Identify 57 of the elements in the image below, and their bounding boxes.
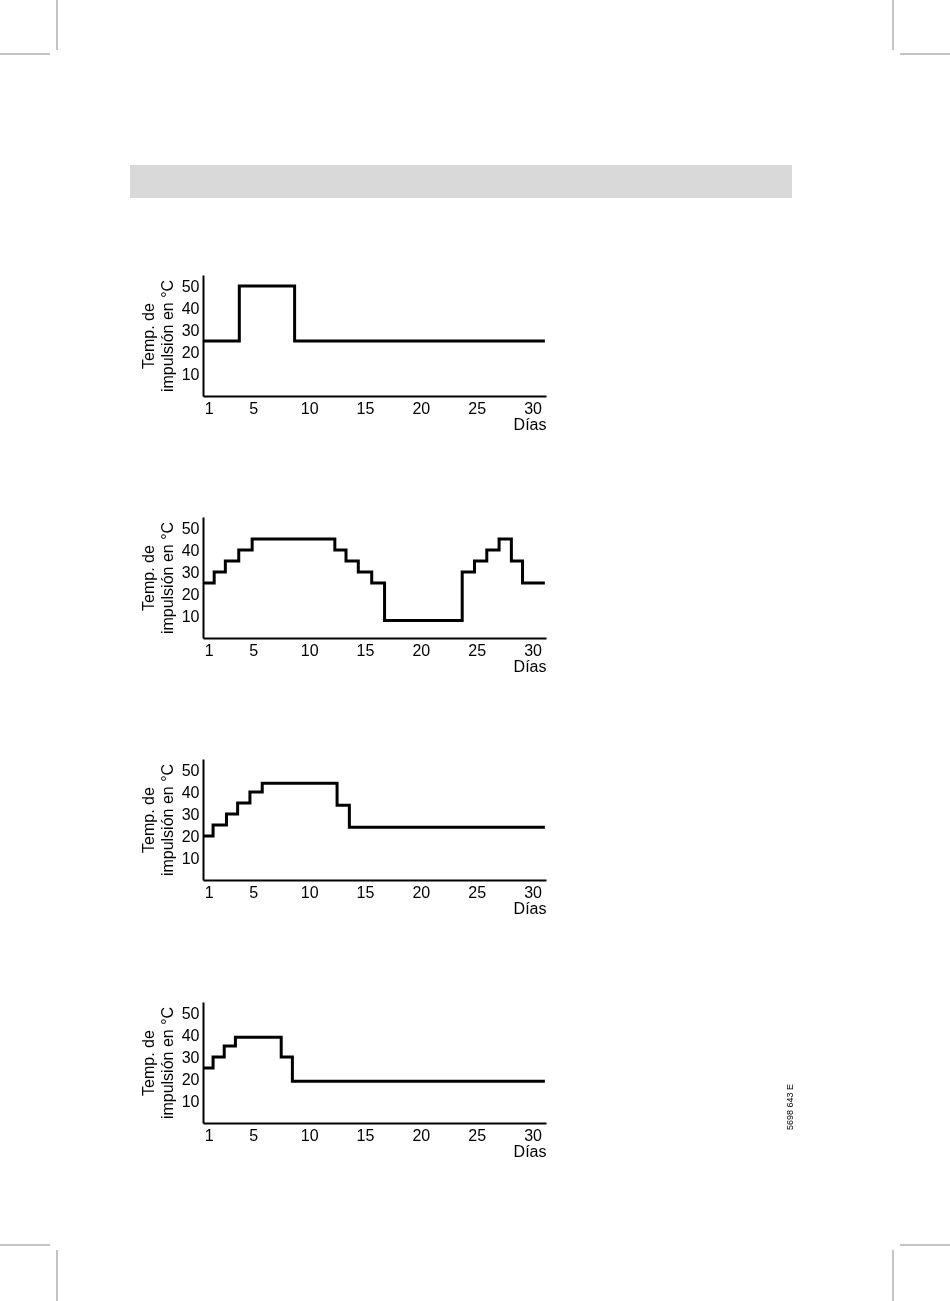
- y-tick-label: 40: [181, 299, 200, 317]
- x-tick-label: 15: [356, 399, 375, 417]
- x-tick-label: 30: [524, 1126, 543, 1144]
- y-tick-label: 40: [181, 783, 200, 801]
- x-tick-label: 15: [356, 641, 375, 659]
- y-tick-label: 30: [181, 321, 200, 339]
- x-tick-label: 20: [412, 883, 431, 901]
- y-axis-title: Temp. de impulsión en °C: [139, 279, 176, 393]
- x-axis-title: Días: [513, 415, 547, 433]
- x-tick-label: 1: [204, 641, 214, 659]
- y-tick-label: 30: [181, 805, 200, 823]
- x-tick-label: 15: [356, 1126, 375, 1144]
- x-tick-label: 25: [468, 883, 487, 901]
- y-tick-label: 50: [181, 761, 200, 779]
- x-axis-title: Días: [513, 1142, 547, 1160]
- y-tick-label: 20: [181, 585, 200, 603]
- y-axis-title: Temp. de impulsión en °C: [139, 763, 176, 877]
- y-tick-label: 40: [181, 1026, 200, 1044]
- x-axis-title: Días: [513, 657, 547, 675]
- x-tick-label: 30: [524, 883, 543, 901]
- x-tick-label: 5: [249, 883, 259, 901]
- x-tick-label: 1: [204, 883, 214, 901]
- x-tick-label: 10: [300, 1126, 319, 1144]
- x-tick-label: 30: [524, 399, 543, 417]
- y-axis-title: Temp. de impulsión en °C: [139, 521, 176, 635]
- y-tick-label: 50: [181, 519, 200, 537]
- text: 5698 643 E: [785, 1083, 795, 1130]
- x-axis-title: Días: [513, 899, 547, 917]
- y-tick-label: 10: [181, 607, 200, 625]
- x-tick-label: 1: [204, 399, 214, 417]
- x-tick-label: 20: [412, 399, 431, 417]
- x-tick-label: 5: [249, 641, 259, 659]
- x-tick-label: 30: [524, 641, 543, 659]
- x-tick-label: 10: [300, 641, 319, 659]
- x-tick-label: 25: [468, 399, 487, 417]
- x-tick-label: 20: [412, 641, 431, 659]
- x-tick-label: 15: [356, 883, 375, 901]
- y-axis-title: Temp. de impulsión en °C: [139, 1006, 176, 1120]
- y-tick-label: 10: [181, 1092, 200, 1110]
- x-tick-label: 10: [300, 883, 319, 901]
- y-tick-label: 40: [181, 541, 200, 559]
- y-tick-label: 30: [181, 563, 200, 581]
- x-tick-label: 10: [300, 399, 319, 417]
- y-tick-label: 20: [181, 343, 200, 361]
- x-tick-label: 20: [412, 1126, 431, 1144]
- y-tick-label: 20: [181, 827, 200, 845]
- y-tick-label: 50: [181, 1004, 200, 1022]
- x-tick-label: 5: [249, 1126, 259, 1144]
- x-tick-label: 5: [249, 399, 259, 417]
- y-tick-label: 10: [181, 365, 200, 383]
- y-tick-label: 20: [181, 1070, 200, 1088]
- y-tick-label: 10: [181, 849, 200, 867]
- y-tick-label: 30: [181, 1048, 200, 1066]
- x-tick-label: 25: [468, 1126, 487, 1144]
- x-tick-label: 1: [204, 1126, 214, 1144]
- x-tick-label: 25: [468, 641, 487, 659]
- y-tick-label: 50: [181, 277, 200, 295]
